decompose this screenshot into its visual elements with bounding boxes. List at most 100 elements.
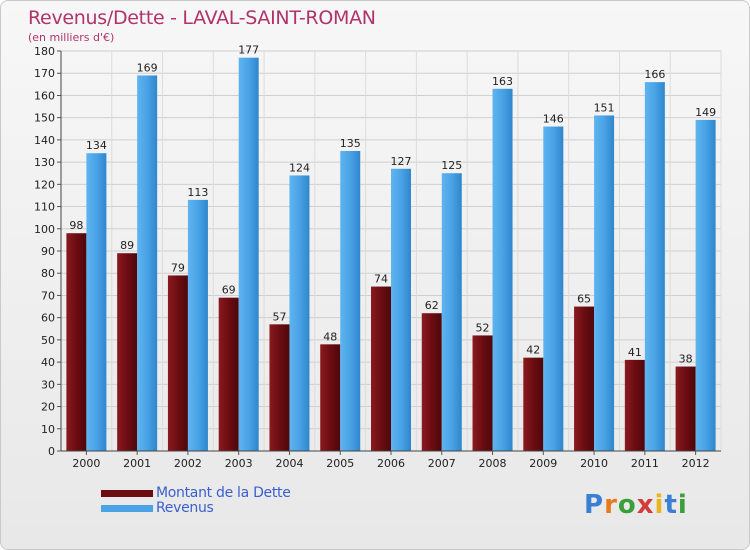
x-tick-label: 2007 bbox=[428, 457, 456, 470]
data-label: 79 bbox=[171, 261, 185, 274]
bar-dette bbox=[574, 306, 595, 451]
data-label: 177 bbox=[238, 44, 259, 57]
bar-revenus bbox=[644, 82, 665, 451]
bar-dette bbox=[320, 344, 341, 451]
x-tick-label: 2000 bbox=[72, 457, 100, 470]
data-label: 52 bbox=[476, 321, 490, 334]
data-label: 98 bbox=[69, 219, 83, 232]
x-tick-label: 2002 bbox=[174, 457, 202, 470]
bar-revenus bbox=[441, 173, 462, 451]
data-label: 163 bbox=[492, 75, 513, 88]
data-label: 65 bbox=[577, 293, 591, 306]
bar-revenus bbox=[86, 153, 107, 451]
bar-dette bbox=[472, 335, 493, 451]
y-tick-label: 100 bbox=[34, 223, 55, 236]
data-label: 134 bbox=[86, 139, 107, 152]
y-tick-label: 40 bbox=[41, 356, 55, 369]
bar-dette bbox=[269, 324, 290, 451]
x-tick-label: 2010 bbox=[580, 457, 608, 470]
bar-revenus bbox=[238, 57, 259, 452]
data-label: 38 bbox=[679, 353, 693, 366]
logo-letter: o bbox=[617, 490, 637, 520]
bar-revenus bbox=[543, 126, 564, 452]
data-label: 151 bbox=[594, 101, 615, 114]
legend-swatch-dette bbox=[101, 490, 153, 497]
data-label: 48 bbox=[323, 330, 337, 343]
bar-revenus bbox=[492, 88, 513, 452]
y-tick-label: 120 bbox=[34, 178, 55, 191]
bar-dette bbox=[675, 366, 696, 451]
data-label: 62 bbox=[425, 299, 439, 312]
y-tick-label: 110 bbox=[34, 201, 55, 214]
y-tick-label: 150 bbox=[34, 112, 55, 125]
data-label: 113 bbox=[187, 186, 208, 199]
x-tick-label: 2004 bbox=[275, 457, 303, 470]
bar-revenus bbox=[594, 115, 615, 451]
legend: Montant de la Dette Revenus bbox=[101, 486, 291, 516]
data-label: 166 bbox=[644, 68, 665, 81]
x-tick-label: 2008 bbox=[479, 457, 507, 470]
logo-letter: x bbox=[636, 490, 655, 520]
chart-title: Revenus/Dette - LAVAL-SAINT-ROMAN bbox=[28, 7, 376, 29]
y-tick-label: 80 bbox=[41, 267, 55, 280]
bar-revenus bbox=[289, 175, 310, 451]
bar-revenus bbox=[391, 168, 411, 451]
bar-revenus bbox=[137, 75, 158, 451]
x-tick-label: 2011 bbox=[631, 457, 659, 470]
logo-letter: t bbox=[664, 490, 678, 520]
legend-item-revenus: Revenus bbox=[101, 501, 291, 516]
data-label: 169 bbox=[137, 61, 158, 74]
bar-revenus bbox=[187, 199, 208, 451]
data-label: 74 bbox=[374, 273, 388, 286]
bar-revenus bbox=[340, 151, 361, 451]
chart-subtitle: (en milliers d'€) bbox=[28, 31, 115, 44]
legend-item-dette: Montant de la Dette bbox=[101, 486, 291, 501]
bar-dette bbox=[624, 359, 645, 451]
legend-swatch-revenus bbox=[101, 505, 153, 512]
bar-dette bbox=[523, 357, 544, 451]
data-label: 69 bbox=[222, 284, 236, 297]
data-label: 135 bbox=[340, 137, 361, 150]
y-tick-label: 30 bbox=[41, 378, 55, 391]
data-label: 41 bbox=[628, 346, 642, 359]
y-tick-label: 160 bbox=[34, 89, 55, 102]
y-tick-label: 50 bbox=[41, 334, 55, 347]
data-label: 149 bbox=[695, 106, 716, 119]
y-tick-label: 70 bbox=[41, 289, 55, 302]
bar-dette bbox=[167, 275, 188, 451]
logo-letter: i bbox=[654, 490, 665, 520]
bar-dette bbox=[117, 253, 138, 451]
data-label: 42 bbox=[526, 344, 540, 357]
y-tick-label: 170 bbox=[34, 67, 55, 80]
data-label: 125 bbox=[441, 159, 462, 172]
logo-letter: i bbox=[677, 490, 688, 520]
data-label: 127 bbox=[391, 155, 412, 168]
x-tick-label: 2009 bbox=[529, 457, 557, 470]
logo-letter: r bbox=[604, 490, 618, 520]
y-tick-label: 180 bbox=[34, 45, 55, 58]
y-tick-label: 130 bbox=[34, 156, 55, 169]
y-tick-label: 20 bbox=[41, 401, 55, 414]
x-tick-label: 2001 bbox=[123, 457, 151, 470]
legend-label-dette: Montant de la Dette bbox=[156, 485, 291, 501]
y-tick-label: 140 bbox=[34, 134, 55, 147]
bar-dette bbox=[66, 233, 87, 451]
x-tick-label: 2005 bbox=[326, 457, 354, 470]
x-tick-label: 2003 bbox=[225, 457, 253, 470]
data-label: 57 bbox=[272, 310, 286, 323]
data-label: 146 bbox=[543, 113, 564, 126]
y-tick-label: 60 bbox=[41, 312, 55, 325]
y-tick-label: 0 bbox=[48, 445, 55, 458]
proxiti-logo: Proxiti bbox=[584, 490, 688, 520]
bar-revenus bbox=[695, 119, 716, 451]
x-tick-label: 2012 bbox=[682, 457, 710, 470]
bar-dette bbox=[371, 286, 391, 451]
logo-letter: P bbox=[584, 490, 605, 520]
data-label: 89 bbox=[120, 239, 134, 252]
bar-dette bbox=[218, 297, 239, 451]
y-tick-label: 90 bbox=[41, 245, 55, 258]
legend-label-revenus: Revenus bbox=[156, 500, 214, 516]
x-tick-label: 2006 bbox=[377, 457, 405, 470]
